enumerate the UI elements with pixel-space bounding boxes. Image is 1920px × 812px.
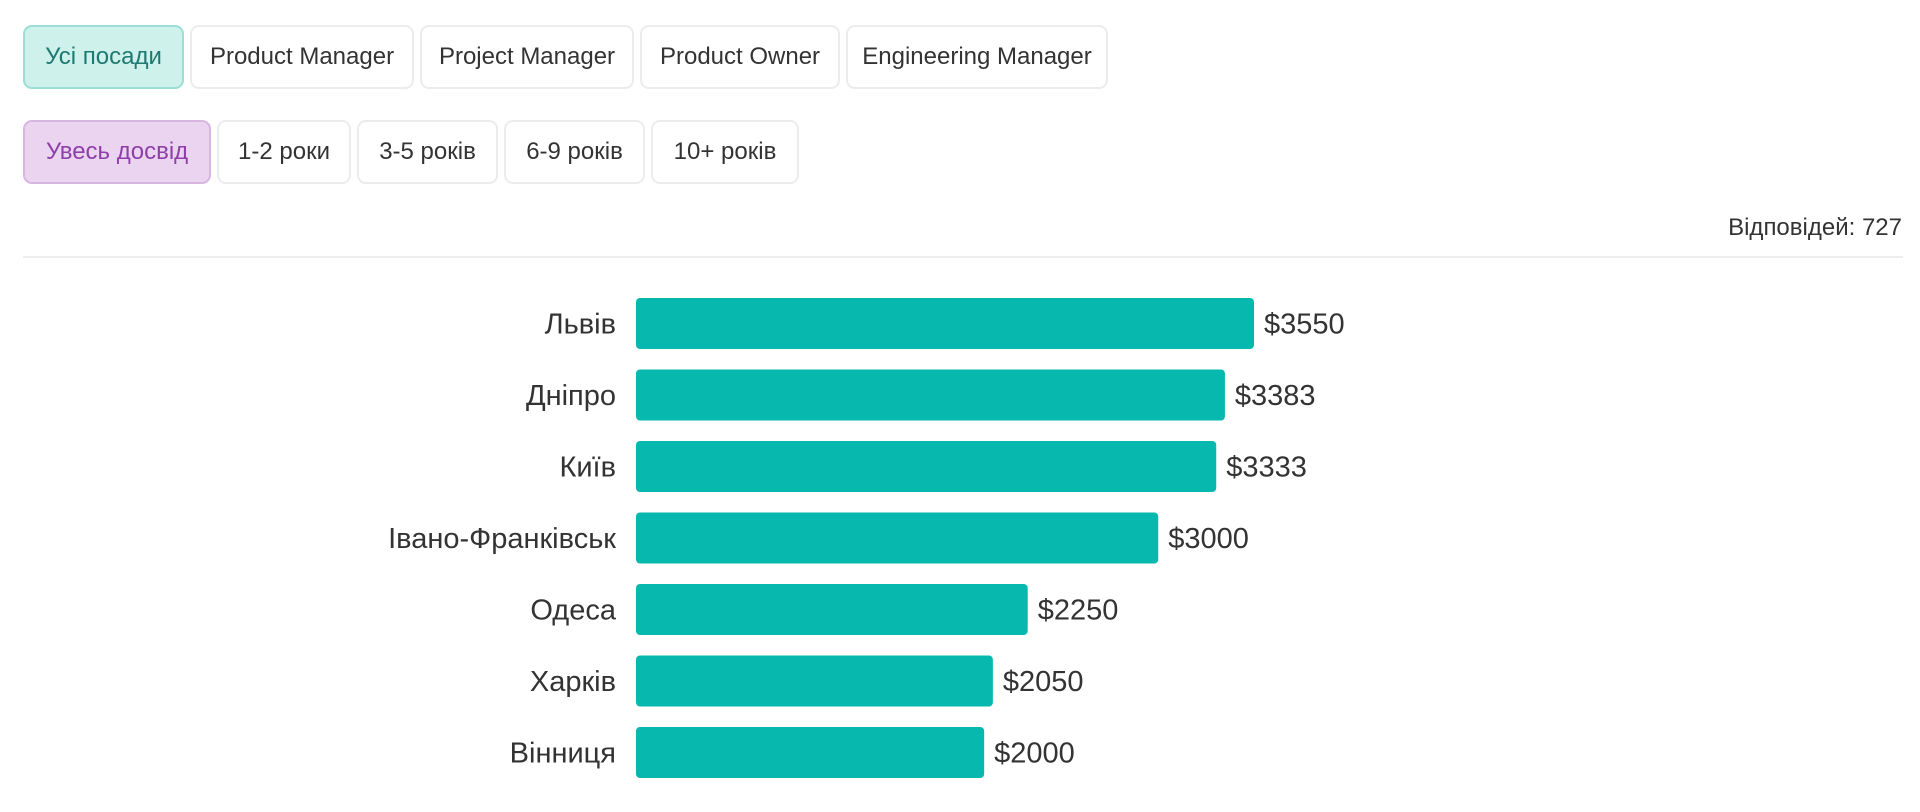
value-label: $3333 (1226, 452, 1307, 484)
filter-product-manager[interactable]: Product Manager (190, 25, 414, 89)
experience-filter-group: Увесь досвід 1-2 роки 3-5 років 6-9 рокі… (23, 120, 799, 184)
bar[interactable] (636, 441, 1217, 492)
filter-project-manager[interactable]: Project Manager (420, 25, 634, 89)
position-filter-group: Усі посади Product Manager Project Manag… (23, 25, 1108, 89)
bar[interactable] (636, 369, 1225, 421)
bar[interactable] (636, 298, 1254, 349)
bar[interactable] (636, 584, 1028, 635)
category-label: Харків (530, 666, 616, 698)
filter-exp-1-2[interactable]: 1-2 роки (217, 120, 351, 184)
filter-all-experience[interactable]: Увесь досвід (23, 120, 211, 184)
filter-exp-6-9[interactable]: 6-9 років (504, 120, 645, 184)
category-label: Львів (545, 309, 616, 341)
filter-product-owner[interactable]: Product Owner (640, 25, 840, 89)
category-label: Одеса (530, 595, 616, 627)
value-label: $2050 (1003, 666, 1084, 698)
responses-count: Відповідей: 727 (1728, 214, 1902, 241)
category-label: Дніпро (526, 380, 616, 412)
divider (23, 256, 1903, 258)
filter-engineering-manager[interactable]: Engineering Manager (846, 25, 1108, 89)
category-label: Івано-Франківськ (388, 523, 616, 555)
bar[interactable] (636, 727, 985, 778)
value-label: $3000 (1168, 523, 1249, 555)
bar[interactable] (636, 512, 1159, 564)
value-label: $2000 (994, 738, 1075, 770)
value-label: $2250 (1038, 595, 1119, 627)
filter-exp-3-5[interactable]: 3-5 років (357, 120, 498, 184)
category-label: Київ (559, 452, 616, 484)
category-label: Вінниця (510, 738, 616, 770)
filter-all-positions[interactable]: Усі посади (23, 25, 184, 89)
filter-exp-10-plus[interactable]: 10+ років (651, 120, 799, 184)
bar[interactable] (636, 655, 993, 707)
value-label: $3383 (1235, 380, 1316, 412)
value-label: $3550 (1264, 309, 1345, 341)
